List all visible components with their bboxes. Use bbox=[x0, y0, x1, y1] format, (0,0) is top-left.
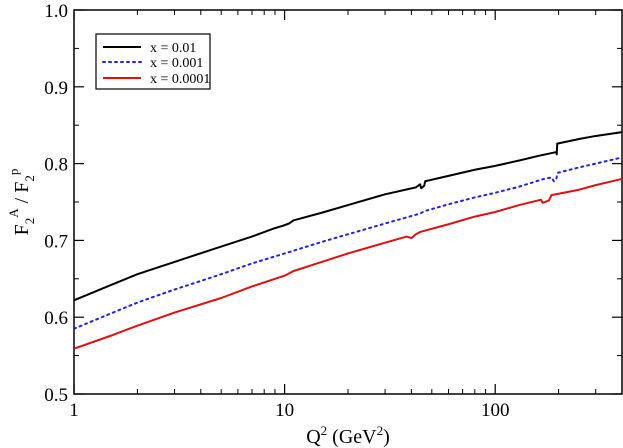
x-axis-title-sup: 2 bbox=[321, 423, 328, 438]
series-line-0.001 bbox=[73, 156, 623, 330]
legend-label-x-0.0001: x = 0.0001 bbox=[150, 72, 210, 87]
y-tick-label: 1.0 bbox=[44, 1, 68, 22]
y-axis-num-sub: 2 bbox=[22, 218, 37, 225]
series-line-0.01 bbox=[73, 131, 623, 302]
y-tick-label: 0.5 bbox=[44, 385, 68, 406]
axis-ticks: 0.5 0.6 0.7 0.8 0.9 1.0 1 10 100 bbox=[44, 1, 623, 421]
x-tick-label: 10 bbox=[275, 400, 294, 421]
y-axis-den-sup: p bbox=[6, 169, 21, 176]
y-tick-label: 0.6 bbox=[44, 308, 68, 329]
y-tick-label: 0.7 bbox=[44, 231, 68, 252]
y-axis-slash: / bbox=[11, 193, 33, 209]
y-axis-num-sup: A bbox=[6, 208, 21, 218]
x-tick-label: 100 bbox=[481, 400, 510, 421]
x-axis-title-unit-close: ) bbox=[383, 426, 390, 448]
series-line-0.0001 bbox=[73, 177, 623, 350]
y-tick-label: 0.9 bbox=[44, 78, 68, 99]
y-axis-den-sub: 2 bbox=[22, 175, 37, 182]
x-axis-title-unit-sup: 2 bbox=[377, 423, 384, 438]
x-axis-title-unit-open: (GeV bbox=[327, 426, 377, 448]
legend: x = 0.01 x = 0.001 x = 0.0001 bbox=[95, 33, 211, 90]
y-axis-title: F2A / F2p bbox=[6, 169, 37, 236]
legend-label-x-0.01: x = 0.01 bbox=[150, 41, 196, 56]
x-axis-title-base: Q bbox=[306, 426, 321, 448]
x-tick-label: 1 bbox=[69, 400, 79, 421]
x-axis-title: Q2 (GeV2) bbox=[306, 423, 390, 448]
legend-label-x-0.001: x = 0.001 bbox=[150, 56, 203, 71]
y-axis-den: F bbox=[11, 182, 33, 193]
y-tick-label: 0.8 bbox=[44, 155, 68, 176]
y-axis-num: F bbox=[11, 224, 33, 235]
series-layer bbox=[73, 131, 623, 350]
